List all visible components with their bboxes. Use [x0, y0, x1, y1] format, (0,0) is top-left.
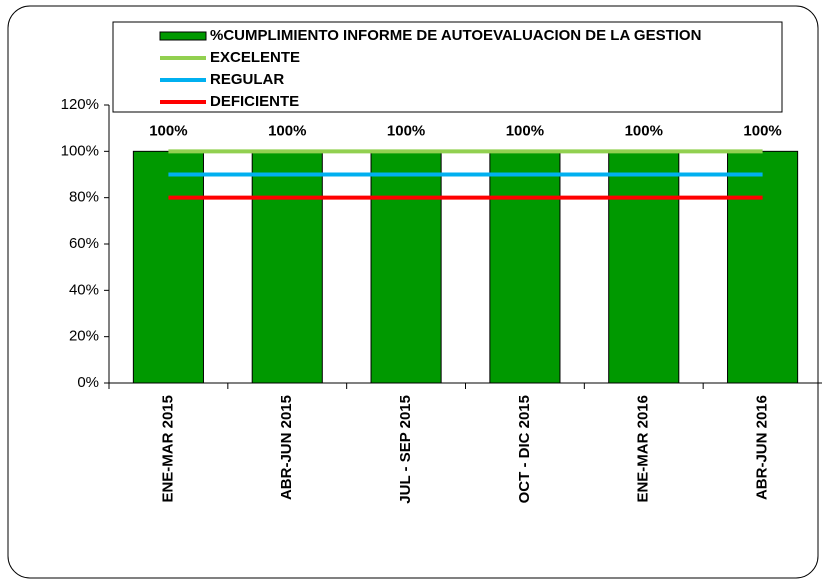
legend-box — [112, 21, 783, 113]
x-tick-label: OCT - DIC 2015 — [516, 395, 533, 503]
legend-label: %CUMPLIMIENTO INFORME DE AUTOEVALUACION … — [210, 27, 701, 44]
y-tick-label: 100% — [61, 142, 99, 159]
bar — [251, 150, 323, 384]
data-label: 100% — [268, 122, 306, 139]
data-label: 100% — [743, 122, 781, 139]
data-label: 100% — [506, 122, 544, 139]
legend-label: EXCELENTE — [210, 49, 300, 66]
bar — [489, 150, 561, 384]
x-tick-label: ENE-MAR 2015 — [159, 395, 176, 503]
y-tick-label: 60% — [69, 235, 99, 252]
x-tick-label: ENE-MAR 2016 — [635, 395, 652, 503]
legend-label: REGULAR — [210, 71, 284, 88]
y-tick-label: 80% — [69, 189, 99, 206]
bar — [608, 150, 680, 384]
x-tick-label: JUL - SEP 2015 — [397, 395, 414, 504]
data-label: 100% — [149, 122, 187, 139]
bar — [132, 150, 204, 384]
data-label: 100% — [625, 122, 663, 139]
bar — [727, 150, 799, 384]
x-tick-label: ABR-JUN 2016 — [754, 395, 771, 500]
legend-swatch — [159, 31, 207, 41]
y-tick-label: 120% — [61, 96, 99, 113]
data-label: 100% — [387, 122, 425, 139]
x-tick-label: ABR-JUN 2015 — [278, 395, 295, 500]
y-tick-label: 0% — [77, 374, 99, 391]
bar — [370, 150, 442, 384]
y-tick-label: 20% — [69, 328, 99, 345]
legend-label: DEFICIENTE — [210, 93, 299, 110]
y-tick-label: 40% — [69, 281, 99, 298]
